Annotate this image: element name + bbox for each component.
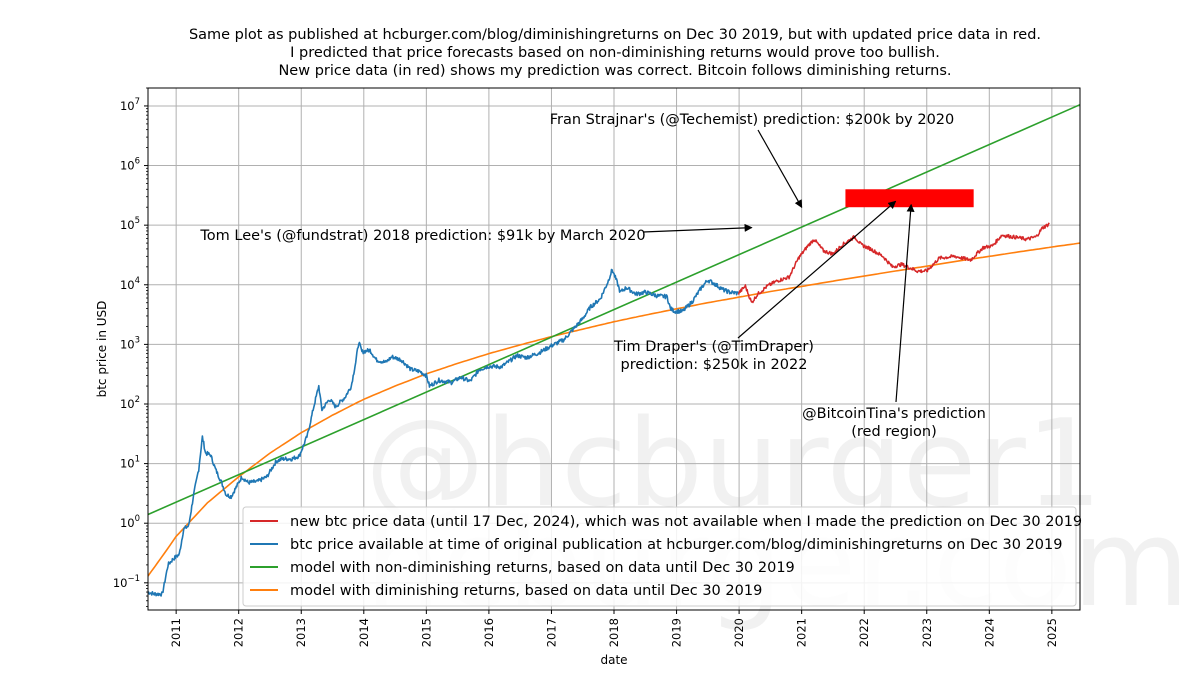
y-axis-label: btc price in USD: [95, 301, 109, 398]
y-axis: 10−1 100 101 102 103 104 105 106 107: [113, 87, 148, 607]
y-tick-label: 102: [120, 395, 140, 411]
y-tick-label: 106: [120, 157, 140, 173]
title-line-2: I predicted that price forecasts based o…: [290, 45, 940, 61]
series-original-price: [148, 268, 740, 597]
annotation-arrow-tomlee: [642, 223, 753, 233]
title-line-3: New price data (in red) shows my predict…: [278, 63, 951, 79]
annotation-tina-line-1: @BitcoinTina's prediction: [802, 406, 986, 422]
legend-label-non-diminishing-model: model with non-diminishing returns, base…: [290, 560, 795, 576]
annotation-fran: Fran Strajnar's (@Techemist) prediction:…: [550, 112, 955, 128]
x-axis-label: date: [600, 653, 627, 667]
legend-label-new-data: new btc price data (until 17 Dec, 2024),…: [290, 514, 1082, 530]
y-tick-label: 103: [120, 335, 140, 351]
x-tick-label: 2021: [795, 618, 809, 647]
y-tick-label: 105: [120, 216, 140, 232]
chart-title: Same plot as published at hcburger.com/b…: [189, 27, 1041, 79]
y-tick-label: 10−1: [113, 574, 140, 590]
x-tick-label: 2011: [169, 618, 183, 647]
bitcointina-red-region: [845, 189, 974, 208]
legend-label-original-data: btc price available at time of original …: [290, 537, 1063, 553]
x-tick-label: 2023: [920, 618, 934, 647]
annotation-draper-line-2: prediction: $250k in 2022: [621, 357, 808, 373]
y-tick-label: 104: [120, 276, 140, 292]
y-tick-label: 101: [120, 455, 140, 471]
legend: new btc price data (until 17 Dec, 2024),…: [242, 506, 1082, 607]
annotation-tina-line-2: (red region): [851, 424, 937, 440]
series-diminishing-model: [148, 242, 1080, 577]
x-tick-label: 2020: [732, 618, 746, 647]
annotation-draper-line-1: Tim Draper's (@TimDraper): [613, 339, 814, 355]
x-tick-label: 2025: [1045, 618, 1059, 647]
x-tick-label: 2016: [482, 618, 496, 647]
plot-area: [148, 103, 1080, 597]
y-tick-label: 100: [120, 514, 140, 530]
y-tick-label: 107: [120, 97, 140, 113]
x-tick-label: 2014: [357, 618, 371, 647]
annotation-tomlee: Tom Lee's (@fundstrat) 2018 prediction: …: [199, 228, 645, 244]
title-line-1: Same plot as published at hcburger.com/b…: [189, 27, 1041, 43]
x-tick-label: 2018: [607, 618, 621, 647]
x-tick-label: 2019: [670, 618, 684, 647]
annotation-arrow-tina: [895, 203, 915, 403]
x-tick-label: 2022: [857, 618, 871, 647]
x-tick-label: 2015: [419, 618, 433, 647]
x-tick-label: 2017: [544, 618, 558, 647]
annotation-arrow-draper: [737, 200, 897, 339]
legend-box: [242, 506, 1077, 607]
x-axis: 2011 2012 2013 2014 2015 2016 2017 2018 2019 2020…: [169, 610, 1059, 647]
annotation-arrow-fran: [757, 129, 803, 209]
x-tick-label: 2012: [232, 618, 246, 647]
annotations: Fran Strajnar's (@Techemist) prediction:…: [199, 112, 985, 440]
legend-label-diminishing-model: model with diminishing returns, based on…: [290, 583, 762, 599]
series-new-price: [737, 222, 1050, 304]
x-tick-label: 2024: [982, 618, 996, 647]
x-tick-label: 2013: [294, 618, 308, 647]
